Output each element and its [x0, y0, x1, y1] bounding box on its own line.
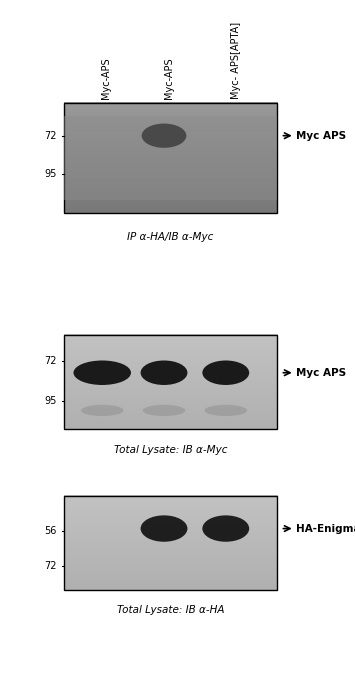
Text: Myc-APS: Myc-APS [164, 57, 174, 99]
Text: 72: 72 [44, 357, 57, 366]
Text: Myc APS: Myc APS [296, 368, 346, 378]
Bar [64, 335, 277, 429]
Text: IP α-HA/IB α-Myc: IP α-HA/IB α-Myc [127, 232, 214, 242]
Ellipse shape [81, 405, 124, 416]
Text: 72: 72 [44, 131, 57, 141]
Text: Total Lysate: IB α-Myc: Total Lysate: IB α-Myc [114, 445, 227, 454]
Text: Total Lysate: IB α-HA: Total Lysate: IB α-HA [117, 605, 224, 615]
Text: 56: 56 [44, 526, 57, 536]
Ellipse shape [143, 405, 185, 416]
Text: 95: 95 [44, 396, 57, 406]
Bar [64, 116, 277, 200]
Ellipse shape [202, 360, 249, 385]
Text: Myc-APS: Myc-APS [101, 57, 111, 99]
Ellipse shape [204, 405, 247, 416]
Text: Myc- APS[APTA]: Myc- APS[APTA] [231, 22, 241, 99]
Text: HA-Enigma: HA-Enigma [296, 524, 355, 533]
Text: Myc APS: Myc APS [296, 131, 346, 141]
Ellipse shape [141, 360, 187, 385]
Bar [64, 103, 277, 213]
Text: 95: 95 [44, 170, 57, 179]
Ellipse shape [73, 360, 131, 385]
Ellipse shape [141, 515, 187, 542]
Ellipse shape [202, 515, 249, 542]
Ellipse shape [142, 124, 186, 148]
Bar [64, 496, 277, 590]
Text: 72: 72 [44, 561, 57, 571]
